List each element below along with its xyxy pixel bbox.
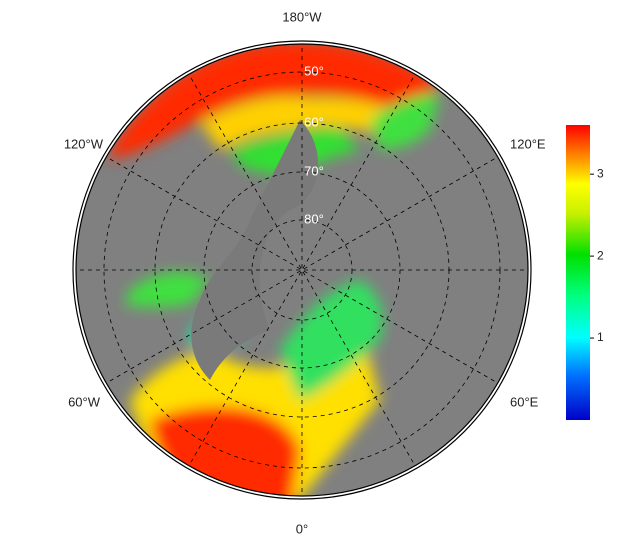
greenland (191, 120, 319, 380)
longitude-label: 120°E (510, 136, 546, 151)
latitude-label: 70° (304, 163, 324, 178)
map-frame (72, 40, 532, 500)
colorbar-tick-label: 3 (597, 166, 604, 180)
colorbar-tick-label: 1 (597, 330, 604, 344)
map-border (75, 43, 529, 497)
graticule (76, 44, 528, 496)
longitude-label: 60°W (68, 394, 101, 409)
latitude-label: 80° (304, 211, 324, 226)
longitude-label: 180°W (282, 9, 322, 24)
longitude-label: 120°W (64, 136, 104, 151)
latitude-label: 60° (304, 114, 324, 129)
map-disk (76, 44, 528, 496)
longitude-label: 0° (296, 521, 308, 536)
colorbar (566, 125, 590, 420)
longitude-label: 60°E (510, 394, 539, 409)
colorbar-tick-label: 2 (597, 248, 604, 262)
latitude-label: 50° (304, 63, 324, 78)
